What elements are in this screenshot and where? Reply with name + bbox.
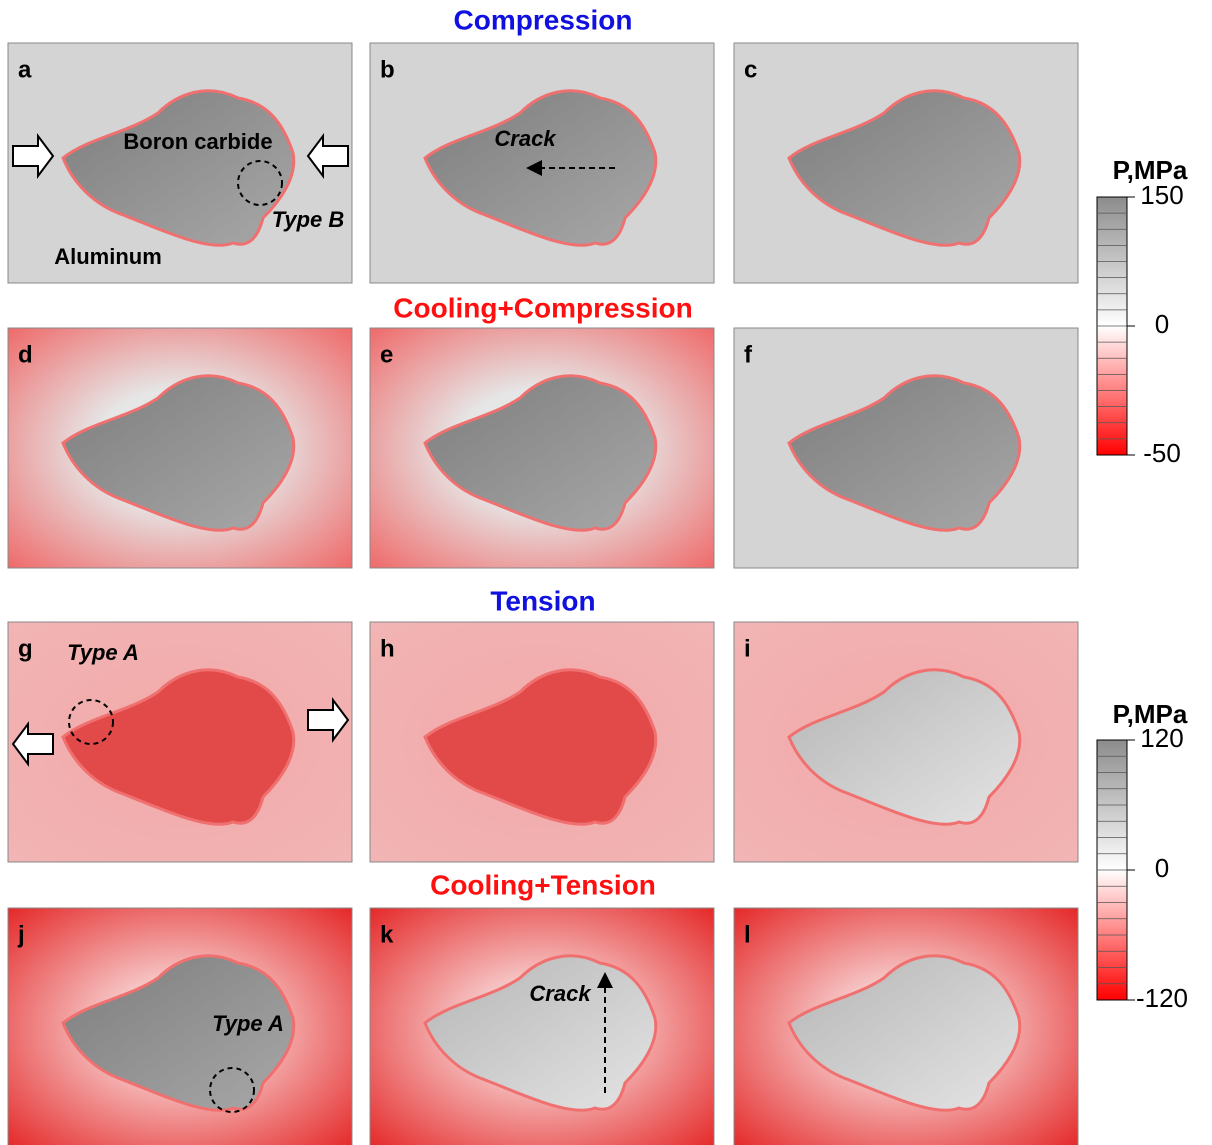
section-title: Cooling+Tension: [430, 869, 656, 900]
section-title: Tension: [490, 585, 595, 616]
panel-label: h: [380, 635, 395, 662]
panel: g Type A: [8, 622, 352, 862]
panel-label: e: [380, 341, 393, 368]
panel: l: [734, 908, 1078, 1145]
panel-label: a: [18, 56, 32, 83]
panel-label: j: [17, 921, 25, 948]
panel-label: b: [380, 56, 395, 83]
panel: h: [370, 622, 714, 862]
section-title: Cooling+Compression: [393, 292, 692, 323]
annotation: Type A: [67, 640, 139, 665]
annotation: Crack: [529, 981, 592, 1006]
panel: i: [734, 622, 1078, 862]
panel-label: d: [18, 341, 33, 368]
colorbar-tick-label: -120: [1136, 983, 1188, 1013]
annotation: Aluminum: [54, 244, 162, 269]
panel-label: l: [744, 921, 751, 948]
section-title: Compression: [454, 4, 633, 35]
annotation: Type B: [272, 207, 345, 232]
panel: a Boron carbide Type B Aluminum: [8, 43, 352, 283]
figure: Compression Cooling+Compression Tension Coo…: [0, 0, 1212, 1145]
annotation: Crack: [494, 126, 557, 151]
colorbar-tick-label: 120: [1140, 723, 1183, 753]
colorbar-tick-label: -50: [1143, 438, 1181, 468]
panel: f: [734, 328, 1078, 568]
panel: b Crack: [370, 43, 714, 283]
annotation: Boron carbide: [123, 129, 272, 154]
panel-label: k: [380, 921, 394, 948]
panel: c: [734, 43, 1078, 283]
panel-label: g: [18, 635, 33, 662]
annotation: Type A: [212, 1011, 284, 1036]
panel-label: f: [744, 341, 753, 368]
panel-label: c: [744, 56, 757, 83]
panel: d: [8, 328, 352, 568]
panel: k Crack: [370, 908, 714, 1145]
panel-label: i: [744, 635, 751, 662]
colorbar-tick-label: 0: [1155, 309, 1169, 339]
colorbar-tick-label: 150: [1140, 180, 1183, 210]
colorbar-tick-label: 0: [1155, 853, 1169, 883]
panel: j Type A: [8, 908, 352, 1145]
panel: e: [370, 328, 714, 568]
